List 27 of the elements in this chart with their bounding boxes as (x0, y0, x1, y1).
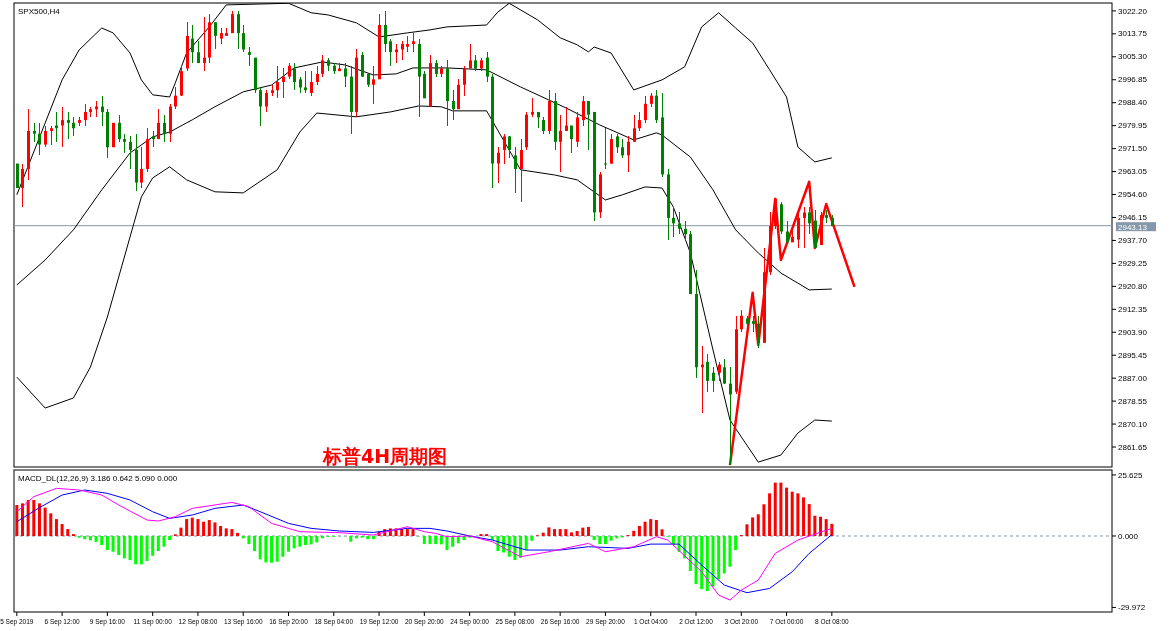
y-tick-label: 3005.30 (1118, 52, 1148, 62)
annotation: 标普4H周期图 (322, 445, 448, 467)
y-tick-label: 2937.70 (1118, 236, 1148, 246)
y-tick-label: 2946.15 (1118, 213, 1148, 223)
y-tick-label: 2870.10 (1118, 419, 1148, 429)
y-tick-label: 2895.45 (1118, 350, 1148, 360)
y-tick-label: 2861.65 (1118, 442, 1148, 452)
y-tick-label: 2920.80 (1118, 281, 1148, 291)
y-tick-label: 2996.85 (1118, 75, 1148, 85)
y-tick-label: 2887.00 (1118, 373, 1148, 383)
text: SPX500,H4 (18, 7, 61, 16)
y-tick-label: -29.972 (1118, 603, 1146, 613)
y-tick-label: 2988.40 (1118, 98, 1148, 108)
y-tick-label: 3022.20 (1118, 6, 1148, 16)
y-tick-label: 2878.55 (1118, 396, 1148, 406)
y-tick-label: 2912.35 (1118, 304, 1148, 314)
y-tick-label: 0.000 (1118, 531, 1139, 541)
y-tick-label: 25.625 (1118, 470, 1144, 480)
y-tick-label: 2971.50 (1118, 144, 1148, 154)
text: MACD_DL(12,26,9) 3.186 0.642 5.090 0.000 (18, 474, 178, 483)
ref-line-label: 2943.13 (1118, 222, 1148, 232)
y-tick-label: 2903.90 (1118, 327, 1148, 337)
y-tick-label: 2954.60 (1118, 190, 1148, 200)
y-tick-label: 2963.05 (1118, 167, 1148, 177)
y-tick-label: 2979.95 (1118, 121, 1148, 131)
y-tick-label: 3013.75 (1118, 29, 1148, 39)
y-tick-label: 2929.25 (1118, 259, 1148, 269)
